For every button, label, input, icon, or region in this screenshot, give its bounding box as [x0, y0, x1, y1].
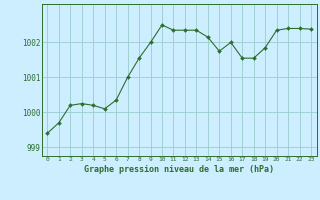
- X-axis label: Graphe pression niveau de la mer (hPa): Graphe pression niveau de la mer (hPa): [84, 165, 274, 174]
